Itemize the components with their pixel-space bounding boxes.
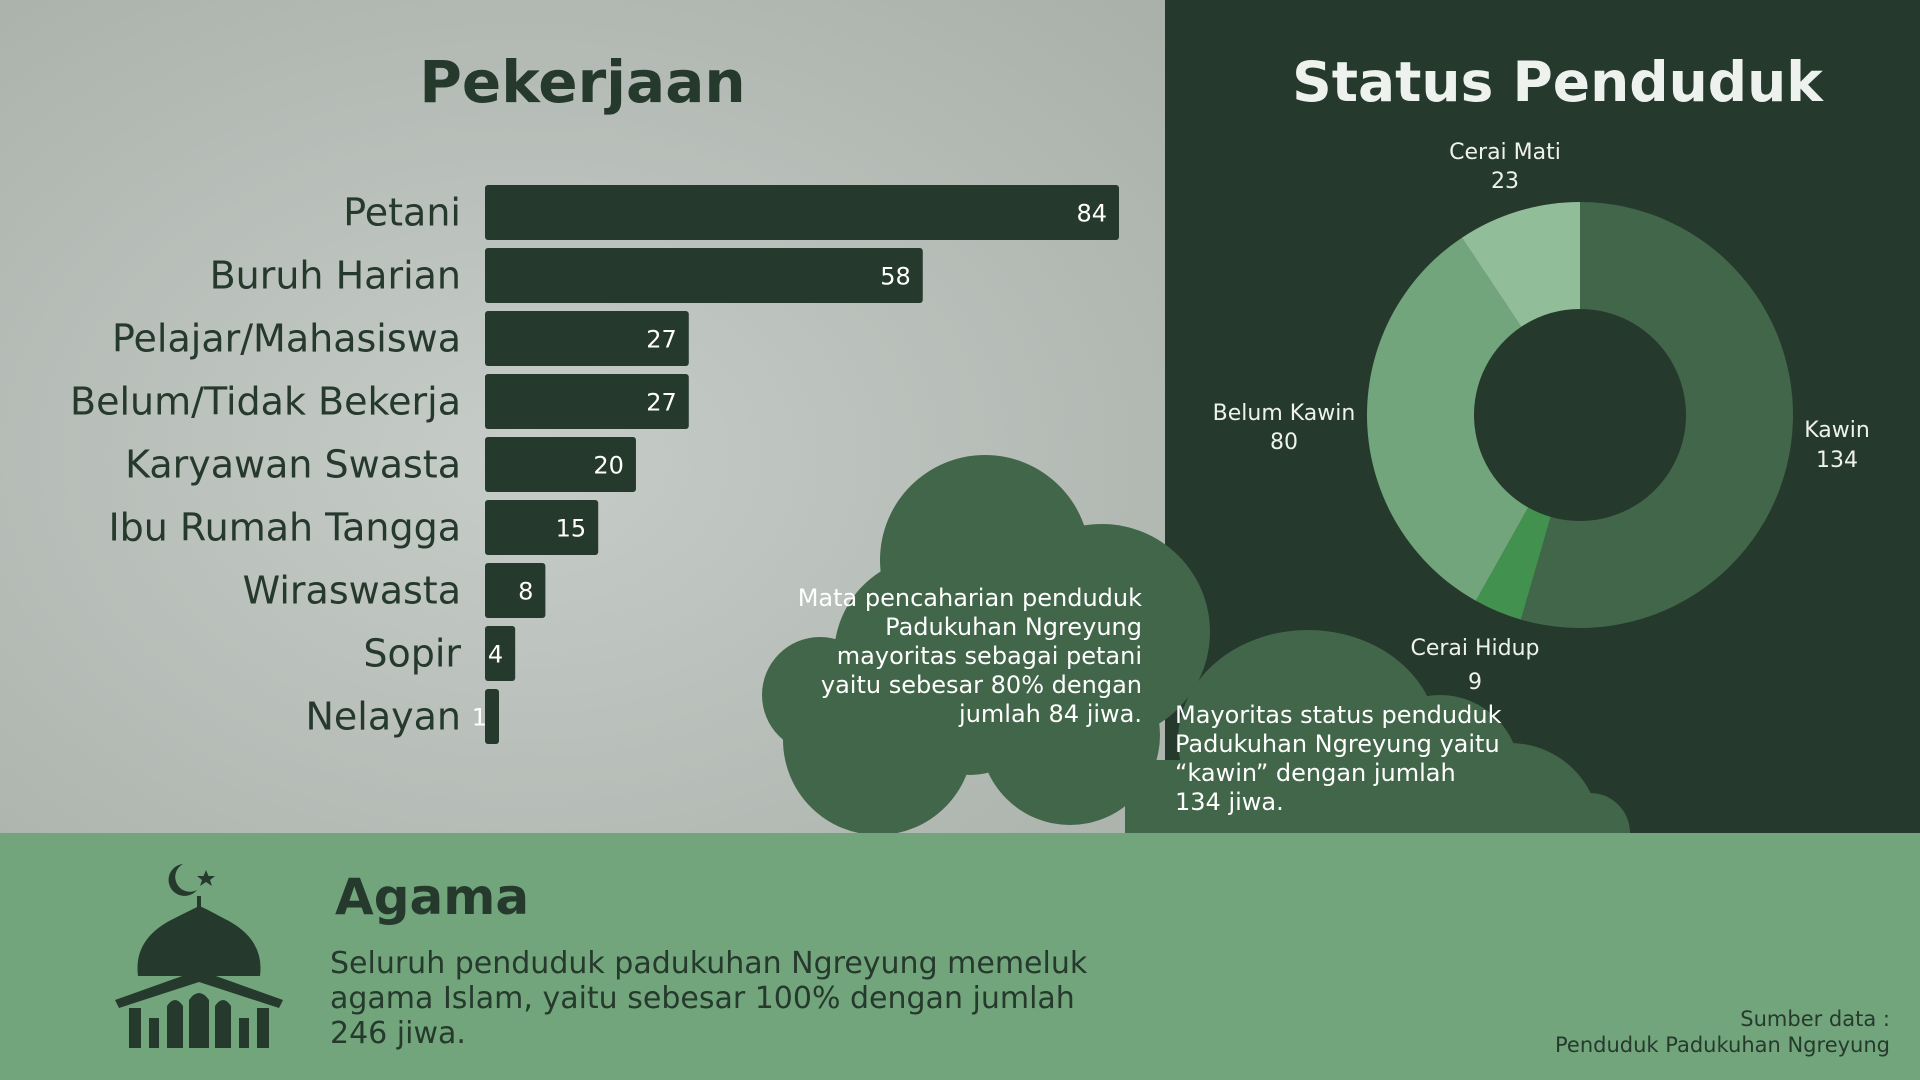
donut-value-label: 134 (1816, 448, 1858, 473)
status-title: Status Penduduk (1292, 50, 1823, 114)
bar-value-label: 4 (488, 641, 503, 669)
bar-value-label: 27 (646, 389, 677, 417)
left-note-cloud (762, 455, 1210, 833)
bar-5 (485, 500, 599, 555)
bar-value-label: 8 (518, 578, 533, 606)
status-donut-chart: Kawin 134 Cerai Hidup 9 Belum Kawin 80 Cerai M… (1213, 140, 1870, 695)
bar-category-label: Ibu Rumah Tangga (108, 506, 461, 550)
bar-category-label: Buruh Harian (210, 254, 461, 298)
bar-value-label: 27 (646, 326, 677, 354)
bar-2 (485, 311, 689, 366)
bar-3 (485, 374, 689, 429)
bar-category-label: Pelajar/Mahasiswa (112, 317, 461, 361)
religion-text: Seluruh penduduk padukuhan Ngreyung meme… (330, 946, 1088, 1051)
occupation-note: Mata pencaharian penduduk Padukuhan Ngre… (797, 584, 1142, 728)
bar-6 (485, 563, 546, 618)
religion-title: Agama (335, 868, 530, 926)
bar-category-label: Petani (343, 191, 461, 235)
donut-value-label: 23 (1491, 169, 1519, 194)
donut-category-label: Belum Kawin (1213, 401, 1356, 426)
donut-slice-belum-kawin (1367, 237, 1529, 601)
donut-slice-cerai-mati (1461, 202, 1580, 327)
bar-4 (485, 437, 636, 492)
religion-panel (0, 833, 1920, 1080)
donut-category-label: Cerai Mati (1449, 140, 1561, 165)
mosque-icon (115, 864, 283, 1048)
donut-value-label: 80 (1270, 430, 1298, 455)
occupation-title: Pekerjaan (419, 48, 746, 116)
bar-category-label: Wiraswasta (243, 569, 461, 613)
donut-slice-kawin (1520, 202, 1793, 628)
donut-category-label: Cerai Hidup (1410, 636, 1539, 661)
bar-8 (485, 689, 499, 744)
bar-value-label: 15 (556, 515, 587, 543)
bar-category-label: Nelayan (305, 695, 461, 739)
note-clouds (762, 455, 1630, 833)
source-label: Sumber data : (1740, 1007, 1890, 1031)
bar-category-label: Sopir (363, 632, 461, 676)
bar-value-label: 1 (472, 704, 487, 732)
bar-value-label: 84 (1076, 200, 1107, 228)
bar-category-label: Karyawan Swasta (125, 443, 461, 487)
right-note-cloud (1125, 630, 1630, 833)
bar-value-label: 20 (593, 452, 624, 480)
bar-0 (485, 185, 1119, 240)
donut-category-label: Kawin (1804, 418, 1870, 443)
bar-1 (485, 248, 923, 303)
donut-value-label: 9 (1468, 670, 1482, 695)
source-value: Penduduk Padukuhan Ngreyung (1555, 1033, 1890, 1057)
source-credit: Sumber data : Penduduk Padukuhan Ngreyun… (1555, 1006, 1890, 1058)
donut-slice-cerai-hidup (1475, 507, 1551, 620)
bar-value-label: 58 (880, 263, 911, 291)
bar-category-label: Belum/Tidak Bekerja (70, 380, 461, 424)
status-note: Mayoritas status penduduk Padukuhan Ngre… (1175, 701, 1502, 816)
bar-7 (485, 626, 516, 681)
